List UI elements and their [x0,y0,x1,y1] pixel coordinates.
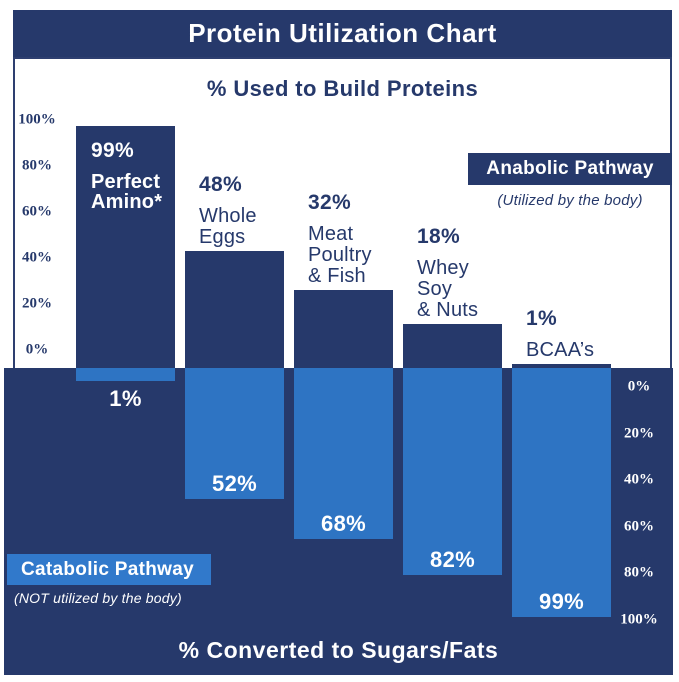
right-axis-tick: 80% [624,564,654,581]
catabolic-bar-label: 82% [430,546,475,572]
anabolic-bar [512,364,611,368]
right-axis-tick: 100% [620,611,658,628]
catabolic-bar [294,368,393,540]
catabolic-bar-label: 68% [321,511,366,537]
anabolic-legend-box: Anabolic Pathway [468,153,672,185]
anabolic-bar [185,250,284,368]
right-axis-tick: 0% [627,378,651,395]
right-axis-tick: 60% [624,518,654,535]
anabolic-legend-note: (Utilized by the body) [497,192,643,209]
anabolic-bar-label: 18% Whey Soy & Nuts [417,225,479,322]
left-axis-tick: 100% [18,111,56,128]
left-axis-tick: 60% [22,203,52,220]
catabolic-bar [185,368,284,500]
chart-title-bar: Protein Utilization Chart [13,10,672,57]
catabolic-bar [512,368,611,618]
catabolic-bar-label: 99% [539,589,584,615]
anabolic-bar-label: 1% BCAA’s [526,307,595,361]
anabolic-bar [76,126,175,368]
left-axis-tick: 0% [25,341,49,358]
anabolic-bar [403,324,502,368]
catabolic-bar [403,368,502,575]
catabolic-bar-label: 52% [212,471,257,497]
anabolic-axis-title: % Used to Build Proteins [206,76,479,101]
catabolic-bar-label: 1% [109,386,142,411]
catabolic-legend-note: (NOT utilized by the body) [14,590,182,606]
left-axis-tick: 20% [22,295,52,312]
right-axis-tick: 40% [624,471,654,488]
anabolic-bar [294,289,393,368]
anabolic-bar-label: 48% Whole Eggs [199,172,257,248]
right-axis-tick: 20% [624,425,654,442]
anabolic-bar-label: 32% Meat Poultry & Fish [308,190,372,287]
catabolic-bar [76,368,175,381]
catabolic-axis-title: % Converted to Sugars/Fats [178,637,499,663]
anabolic-bar-label: 99% Perfect Amino* [91,139,163,214]
left-axis-tick: 80% [22,157,52,174]
left-axis-tick: 40% [22,249,52,266]
catabolic-legend-box: Catabolic Pathway [7,554,211,585]
chart-title: Protein Utilization Chart [188,18,497,48]
